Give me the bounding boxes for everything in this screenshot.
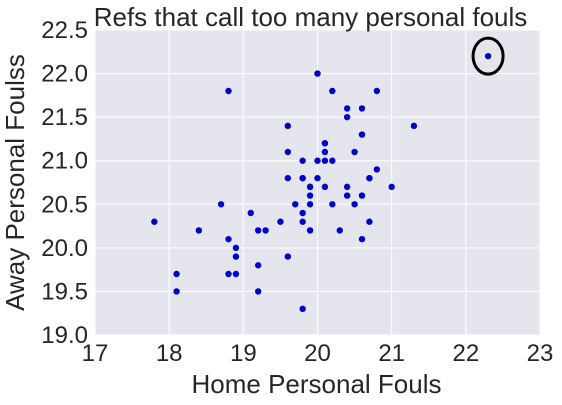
data-point [351,201,358,208]
data-point [366,218,373,225]
y-tick-label: 21.5 [41,104,88,131]
data-point [299,305,306,313]
data-point [284,174,292,182]
data-point [217,201,225,208]
data-point [321,183,329,191]
data-points [151,52,492,313]
data-point [306,183,314,191]
data-point [343,105,351,112]
y-tick-label: 19.5 [41,278,88,305]
data-point [343,113,351,121]
data-point [314,70,321,77]
data-point [329,87,336,95]
data-point [232,270,240,278]
data-point [225,235,232,243]
data-point [284,122,292,130]
y-tick-label: 22.5 [41,17,88,44]
data-point [284,253,292,260]
x-tick-label: 18 [156,340,183,367]
data-point [254,227,262,234]
data-point [262,227,269,234]
data-point [484,52,492,60]
data-point [329,201,336,208]
data-point [232,244,240,252]
data-point [314,157,321,164]
data-point [358,235,366,243]
y-tick-label: 20.0 [41,235,88,262]
data-point [254,262,262,269]
data-point [306,192,314,199]
data-point [321,140,329,147]
x-tick-label: 23 [527,340,554,367]
data-point [254,288,262,295]
data-point [358,105,366,112]
data-point [299,209,306,217]
data-point [388,183,395,191]
data-point [373,87,381,95]
data-point [173,288,180,295]
data-point [284,148,292,156]
y-tick-labels: 19.0 19.5 20.0 20.5 21.0 21.5 22.0 22.5 [41,17,88,349]
x-tick-label: 17 [82,340,109,367]
data-point [306,201,314,208]
data-point [247,209,254,217]
y-tick-label: 21.0 [41,148,88,175]
data-point [343,183,351,191]
data-point [314,174,321,182]
data-point [151,218,158,225]
data-point [321,157,329,164]
highlight-circle [471,36,505,76]
data-point [351,148,358,156]
y-tick-label: 19.0 [41,322,88,349]
chart-title: Refs that call too many personal fouls [94,2,528,32]
x-tick-labels: 17 18 19 20 21 22 23 [82,340,554,367]
data-point [299,157,306,164]
data-point [225,270,232,278]
data-point [299,218,306,225]
data-point [358,131,366,138]
data-point [195,227,203,234]
data-point [299,174,306,182]
x-tick-label: 22 [452,340,479,367]
y-tick-label: 20.5 [41,191,88,218]
data-point [306,227,314,234]
data-point [373,166,381,173]
x-tick-label: 19 [230,340,257,367]
data-point [321,148,329,156]
data-point [410,122,418,130]
data-point [336,227,343,234]
data-point [329,157,336,164]
data-point [277,218,284,225]
data-point [173,270,180,278]
data-point [225,87,232,95]
x-tick-label: 20 [304,340,331,367]
y-axis-label: Away Personal Foulss [0,54,30,311]
data-point [366,174,373,182]
x-axis-label: Home Personal Fouls [192,369,442,399]
data-point [358,192,366,199]
data-point [343,192,351,199]
y-tick-label: 22.0 [41,61,88,88]
data-point [292,201,299,208]
x-tick-label: 21 [378,340,405,367]
data-point [232,253,240,260]
